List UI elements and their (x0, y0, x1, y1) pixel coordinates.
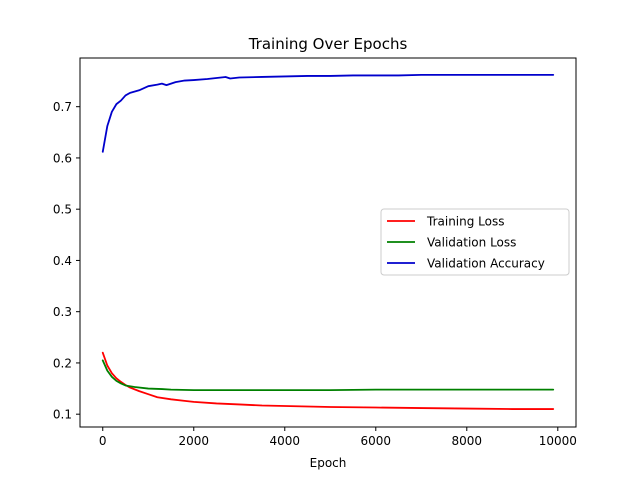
x-tick-label: 0 (99, 434, 107, 448)
y-tick-label: 0.1 (53, 408, 72, 422)
y-tick-label: 0.4 (53, 254, 72, 268)
legend: Training Loss Validation Loss Validation A… (380, 208, 570, 276)
chart-title: Training Over Epochs (248, 35, 408, 53)
axes-frame (79, 57, 577, 428)
series-line-1 (101, 359, 555, 392)
x-tick-label: 8000 (452, 434, 483, 448)
y-tick-label: 0.2 (53, 356, 72, 370)
series-line-0 (101, 351, 555, 410)
x-tick-label: 6000 (361, 434, 392, 448)
legend-label-1: Validation Loss (427, 236, 516, 250)
x-tick-label: 10000 (539, 434, 577, 448)
x-axis-label: Epoch (310, 456, 347, 470)
legend-box (380, 208, 570, 276)
legend-label-2: Validation Accuracy (427, 257, 545, 271)
x-tick-label: 2000 (178, 434, 209, 448)
x-tick-label: 4000 (269, 434, 300, 448)
series-line-2 (101, 74, 555, 153)
y-tick-label: 0.3 (53, 305, 72, 319)
axes-group: 0 2000 4000 6000 8000 10000 0.1 0.2 0.3 0.4 0.5 0.6… (53, 57, 577, 448)
series-group (101, 74, 555, 410)
y-tick-label: 0.6 (53, 151, 72, 165)
y-tick-label: 0.7 (53, 100, 72, 114)
y-tick-label: 0.5 (53, 203, 72, 217)
legend-label-0: Training Loss (426, 215, 504, 229)
